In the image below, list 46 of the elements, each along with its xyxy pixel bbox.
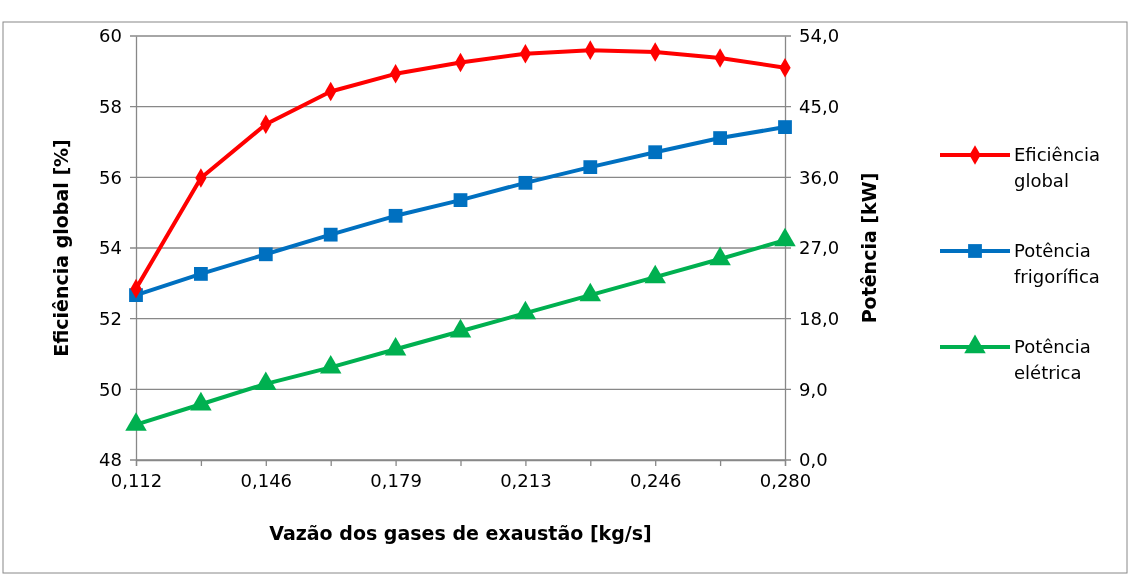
y-tick-label: 50 [99,378,122,400]
legend-label: Eficiência global [1014,144,1101,192]
point [518,175,533,190]
point [255,371,277,391]
y2-tick-label: 45,0 [799,95,840,117]
y2-tick-label: 54,0 [799,25,840,47]
point [190,391,212,411]
y-tick-label: 54 [99,237,122,259]
y-tick-label: 58 [99,95,122,117]
x-tick-label: 0,112 [110,469,163,491]
point [648,145,663,160]
point [258,247,273,262]
point [384,336,407,356]
y-tick-label: 60 [99,25,122,47]
point [449,318,472,338]
x-tick-label: 0,246 [629,469,682,491]
y-tick-label: 56 [99,166,122,188]
point [453,193,468,207]
y-axis-title: Eficiência global [%] [50,139,72,357]
y2-tick-label: 36,0 [799,166,840,188]
point [583,160,598,175]
x-axis-title: Vazão dos gases de exaustão [kg/s] [269,522,652,544]
point [644,264,666,284]
y-tick-label: 52 [99,307,122,329]
y2-tick-label: 27,0 [799,237,840,259]
x-tick-label: 0,146 [240,469,293,491]
legend-label: Potência elétrica [1014,336,1091,384]
x-tick-label: 0,213 [500,469,552,491]
y2-tick-label: 18,0 [799,307,840,329]
point [514,300,537,320]
x-tick-label: 0,179 [370,469,422,491]
legend-label: Potência frigorífica [1014,240,1100,288]
point [323,227,338,242]
y-tick-label: 48 [99,449,122,471]
point [713,131,727,145]
point [194,267,208,281]
y2-axis-title: Potência [kW] [858,172,880,324]
point [709,246,731,266]
x-tick-label: 0,280 [759,469,812,491]
point [319,354,342,374]
y2-tick-label: 0,0 [799,449,828,471]
point [388,208,403,223]
y2-tick-label: 9,0 [799,378,828,400]
point [125,412,147,431]
point [579,282,602,302]
point [778,120,792,134]
